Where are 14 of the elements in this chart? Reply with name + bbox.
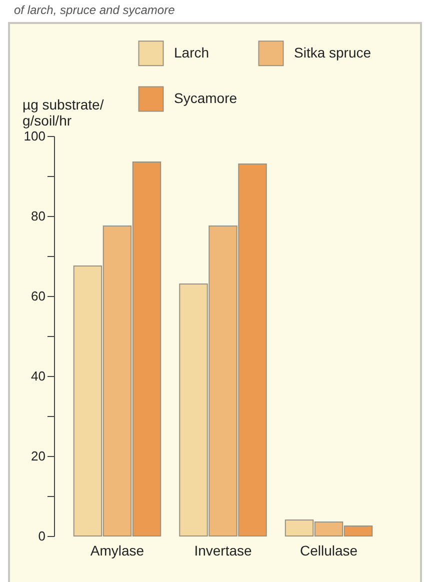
- y-axis-title: µg substrate/ g/soil/hr: [22, 96, 104, 128]
- x-tick-label: Cellulase: [300, 542, 358, 558]
- y-tick-label: 0: [38, 528, 46, 544]
- chart-title: of larch, spruce and sycamore: [14, 3, 175, 17]
- x-tick-label: Amylase: [90, 542, 144, 558]
- y-tick-label: 60: [31, 288, 46, 304]
- legend-label: Larch: [174, 44, 210, 60]
- y-tick-label: 20: [31, 448, 46, 464]
- legend-label: Sycamore: [174, 90, 238, 106]
- x-tick-label: Invertase: [194, 542, 252, 558]
- y-tick-label: 80: [31, 208, 46, 224]
- y-tick-label: 100: [24, 128, 46, 144]
- y-tick-label: 40: [31, 368, 46, 384]
- legend-label: Sitka spruce: [294, 44, 372, 60]
